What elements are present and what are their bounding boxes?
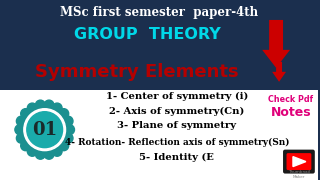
Text: 2- Axis of symmetry(Cn): 2- Axis of symmetry(Cn) [109, 107, 244, 116]
Circle shape [63, 116, 73, 126]
Text: MSc first semester  paper-4th: MSc first semester paper-4th [60, 6, 258, 19]
Polygon shape [272, 62, 286, 82]
Text: 4- Rotation- Reflection axis of symmetry(Sn): 4- Rotation- Reflection axis of symmetry… [65, 138, 289, 147]
Text: Check Pdf: Check Pdf [268, 95, 314, 104]
Text: 1- Center of symmetry (i): 1- Center of symmetry (i) [106, 92, 248, 101]
Circle shape [24, 109, 66, 151]
Circle shape [21, 109, 31, 119]
Circle shape [52, 146, 62, 156]
Circle shape [16, 133, 26, 143]
Circle shape [59, 109, 69, 119]
Text: GROUP  THEORY: GROUP THEORY [74, 27, 220, 42]
FancyBboxPatch shape [286, 153, 311, 170]
Polygon shape [293, 157, 306, 166]
Circle shape [44, 100, 54, 110]
Circle shape [27, 103, 37, 113]
Circle shape [63, 133, 73, 143]
Text: Notes: Notes [271, 106, 311, 119]
Circle shape [52, 103, 62, 113]
Polygon shape [262, 20, 290, 68]
Circle shape [16, 116, 26, 126]
Circle shape [36, 149, 45, 159]
Circle shape [15, 125, 25, 135]
Text: Thumbnail
Maker: Thumbnail Maker [288, 170, 310, 179]
FancyBboxPatch shape [283, 150, 315, 174]
Text: 01: 01 [32, 121, 57, 139]
Text: Symmetry Elements: Symmetry Elements [35, 63, 239, 81]
Circle shape [65, 125, 75, 135]
Circle shape [44, 149, 54, 159]
Text: 3- Plane of symmetry: 3- Plane of symmetry [117, 121, 236, 130]
Polygon shape [0, 90, 318, 180]
Polygon shape [0, 0, 318, 90]
Circle shape [36, 100, 45, 110]
Text: 5- Identity (E: 5- Identity (E [139, 153, 214, 162]
Circle shape [27, 146, 37, 156]
Circle shape [27, 112, 63, 148]
Circle shape [59, 141, 69, 151]
Circle shape [20, 105, 69, 155]
Circle shape [21, 141, 31, 151]
